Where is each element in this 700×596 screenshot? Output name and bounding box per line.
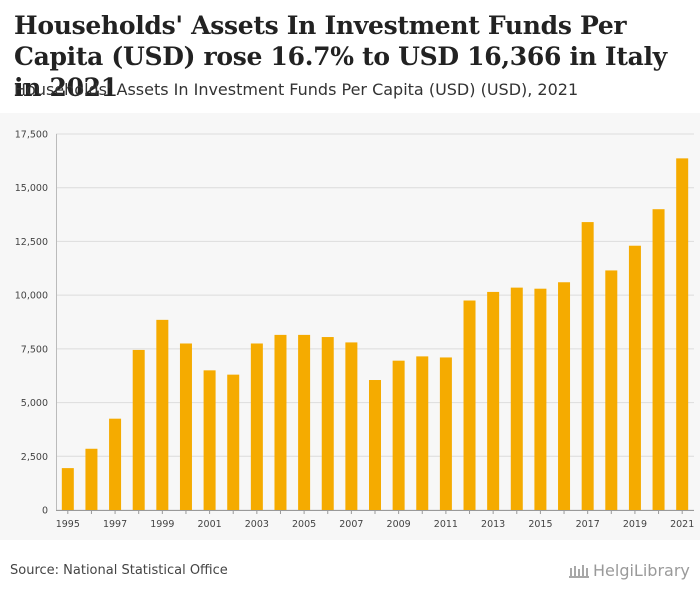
bar: [321, 337, 334, 510]
y-tick-label: 15,000: [15, 183, 48, 194]
library-icon: [569, 564, 589, 578]
bar: [534, 288, 547, 510]
bar: [274, 334, 287, 510]
bar: [203, 370, 216, 510]
y-tick-label: 17,500: [15, 130, 48, 141]
bar: [85, 448, 98, 510]
bar: [676, 158, 689, 510]
bar: [463, 300, 476, 510]
bar: [109, 418, 122, 510]
bar: [510, 287, 523, 510]
x-tick-label: 2011: [434, 519, 458, 530]
y-tick-label: 5,000: [21, 398, 48, 409]
x-tick-label: 2003: [245, 519, 269, 530]
x-tick-label: 2015: [528, 519, 552, 530]
x-tick-label: 1997: [103, 519, 127, 530]
bar: [416, 356, 429, 510]
source-note: Source: National Statistical Office: [10, 563, 228, 578]
bar: [392, 360, 405, 510]
bar: [298, 334, 311, 510]
bar: [345, 342, 358, 510]
bar: [250, 343, 263, 510]
y-tick-label: 12,500: [15, 237, 48, 248]
bar: [179, 343, 192, 510]
y-tick-label: 0: [42, 506, 48, 517]
y-tick-label: 7,500: [21, 344, 48, 355]
x-tick-label: 2019: [623, 519, 647, 530]
chart-area: 0 2,500 5,000 7,500 10,000 12,500 15,000 17,500…: [0, 113, 700, 540]
chart-subtitle: Households' Assets In Investment Funds P…: [14, 80, 579, 99]
brand-logo[interactable]: HelgiLibrary: [568, 561, 690, 580]
x-tick-label: 2017: [576, 519, 600, 530]
x-tick-label: 2013: [481, 519, 505, 530]
bar: [156, 319, 169, 510]
bar: [61, 468, 74, 510]
chart-title: Households' Assets In Investment Funds P…: [14, 11, 667, 102]
bar: [605, 270, 618, 510]
bar: [628, 245, 641, 510]
bar: [652, 209, 665, 510]
bar: [132, 349, 145, 510]
bar: [558, 282, 571, 510]
x-tick-label: 2005: [292, 519, 316, 530]
x-tick-label: 1995: [56, 519, 80, 530]
y-tick-label: 10,000: [15, 291, 48, 302]
bar: [227, 374, 240, 510]
bar: [369, 380, 381, 510]
x-tick-label: 1999: [150, 519, 174, 530]
x-tick-label: 2007: [339, 519, 363, 530]
bar: [581, 222, 594, 510]
x-tick-label: 2001: [197, 519, 221, 530]
bar-chart: 0 2,500 5,000 7,500 10,000 12,500 15,000 17,500…: [15, 130, 695, 531]
bar: [487, 291, 500, 510]
y-tick-label: 2,500: [21, 452, 48, 463]
x-tick-label: 2009: [387, 519, 411, 530]
brand-name: HelgiLibrary: [593, 561, 690, 580]
bar: [439, 357, 452, 510]
x-tick-label: 2021: [670, 519, 694, 530]
